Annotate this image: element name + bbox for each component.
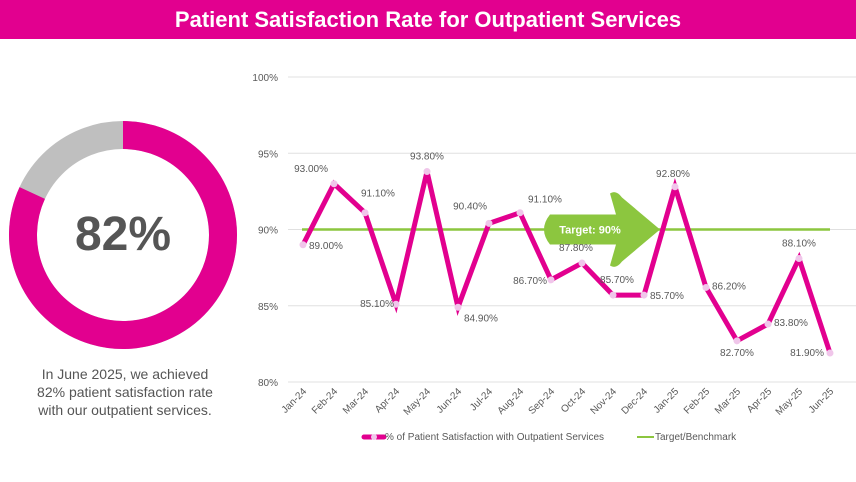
x-tick-label: Feb-24 <box>310 386 340 416</box>
data-point <box>795 254 803 262</box>
x-tick-label: Mar-24 <box>341 386 371 416</box>
data-point <box>640 291 648 299</box>
satisfaction-line <box>300 170 833 354</box>
legend: % of Patient Satisfaction with Outpatien… <box>361 432 737 443</box>
data-label: 89.00% <box>309 241 343 252</box>
kpi-caption-line: with our outpatient services. <box>38 402 212 418</box>
data-point <box>392 300 400 308</box>
data-point <box>609 291 617 299</box>
x-tick-label: Apr-24 <box>373 386 402 415</box>
kpi-caption-line: In June 2025, we achieved <box>41 366 209 382</box>
data-point <box>764 320 772 328</box>
x-tick-label: Mar-25 <box>713 386 743 416</box>
data-label: 85.70% <box>600 275 634 286</box>
data-label: 84.90% <box>464 313 498 324</box>
data-point <box>547 276 555 284</box>
data-label: 85.70% <box>650 291 684 302</box>
donut-value-arc <box>9 121 237 349</box>
data-point <box>299 241 307 249</box>
target-annotation-label: Target: 90% <box>559 225 621 237</box>
kpi-donut: 82% <box>8 120 238 350</box>
data-point <box>671 183 679 191</box>
data-point <box>423 168 431 176</box>
legend-label-satisfaction: % of Patient Satisfaction with Outpatien… <box>385 432 604 443</box>
data-label: 82.70% <box>720 348 754 359</box>
x-tick-label: May-24 <box>402 386 434 418</box>
x-axis: Jan-24 Feb-24 Mar-24 Apr-24 May-24 Jun-24 Jul-… <box>280 386 837 418</box>
x-tick-label: Aug-24 <box>496 386 527 417</box>
y-tick-label: 80% <box>258 378 278 389</box>
data-label: 93.00% <box>294 164 328 175</box>
legend-label-target: Target/Benchmark <box>655 432 737 443</box>
data-point <box>516 209 524 217</box>
data-labels: 89.00% 93.00% 91.10% 85.10% 93.80% 84.90% 90.4… <box>294 152 824 359</box>
data-point <box>454 303 462 311</box>
x-tick-label: Jun-24 <box>435 386 465 416</box>
page-title: Patient Satisfaction Rate for Outpatient… <box>0 0 856 39</box>
x-tick-label: Feb-25 <box>682 386 712 416</box>
kpi-value: 82% <box>74 208 172 261</box>
target-annotation: Target: 90% <box>544 192 660 267</box>
kpi-caption-line: 82% patient satisfaction rate <box>37 384 213 400</box>
x-tick-label: Apr-25 <box>745 386 774 415</box>
data-point <box>361 209 369 217</box>
x-tick-label: Nov-24 <box>589 386 620 417</box>
data-point <box>702 283 710 291</box>
data-label: 85.10% <box>360 299 394 310</box>
x-tick-label: Sep-24 <box>527 386 558 417</box>
target-arrow-shape <box>544 192 660 267</box>
data-point <box>330 180 338 188</box>
satisfaction-series <box>299 168 834 357</box>
data-label: 81.90% <box>790 348 824 359</box>
legend-marker-satisfaction <box>371 434 377 440</box>
y-tick-label: 90% <box>258 226 278 237</box>
data-label: 86.20% <box>712 281 746 292</box>
x-tick-label: May-25 <box>774 386 806 418</box>
x-tick-label: Dec-24 <box>620 386 651 417</box>
data-label: 86.70% <box>513 276 547 287</box>
data-point <box>485 219 493 227</box>
x-tick-label: Jul-24 <box>468 386 495 413</box>
data-label: 93.80% <box>410 152 444 163</box>
data-label: 83.80% <box>774 318 808 329</box>
line-chart: 80%85%90%95%100% Jan-24 Feb-24 Mar-24 Apr-2… <box>252 73 856 443</box>
data-point <box>826 349 834 357</box>
data-point <box>733 337 741 345</box>
y-tick-label: 85% <box>258 302 278 313</box>
y-tick-label: 100% <box>252 73 278 84</box>
data-label: 90.40% <box>453 201 487 212</box>
kpi-panel: 82% In June 2025, we achieved 82% patien… <box>0 40 250 482</box>
data-point <box>578 259 586 267</box>
x-tick-label: Oct-24 <box>559 386 588 415</box>
donut-chart <box>9 121 237 349</box>
kpi-caption: In June 2025, we achieved 82% patient sa… <box>0 365 250 419</box>
data-label: 91.10% <box>361 189 395 200</box>
data-label: 92.80% <box>656 169 690 180</box>
x-tick-label: Jan-25 <box>652 386 682 416</box>
y-axis: 80% 85% 90% 95% 100% <box>252 73 278 389</box>
y-tick-label: 95% <box>258 149 278 160</box>
x-tick-label: Jun-25 <box>807 386 837 416</box>
x-tick-label: Jan-24 <box>280 386 310 416</box>
data-label: 91.10% <box>528 195 562 206</box>
data-label: 87.80% <box>559 243 593 254</box>
data-label: 88.10% <box>782 238 816 249</box>
